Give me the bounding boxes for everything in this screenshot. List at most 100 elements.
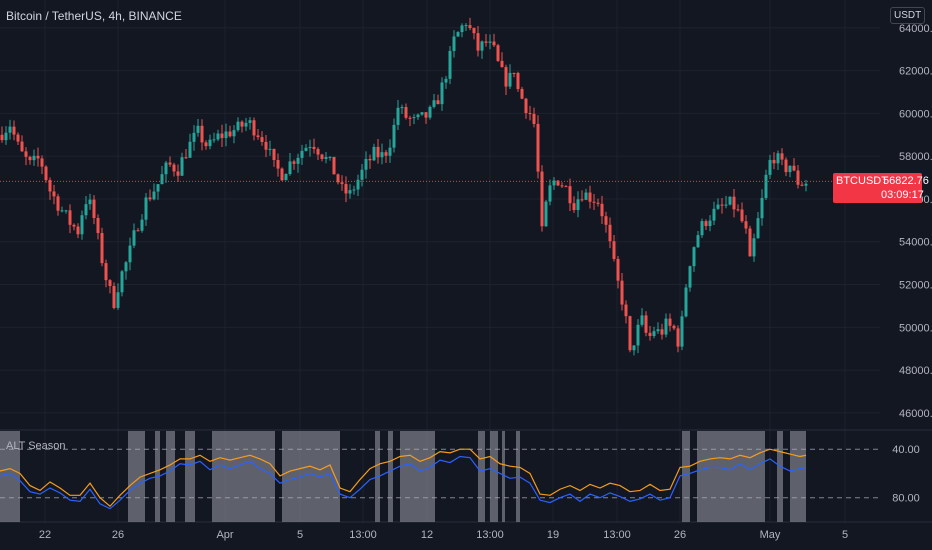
candle-body	[280, 168, 284, 181]
x-tick-label: 13:00	[476, 529, 504, 541]
candle-body	[172, 164, 176, 172]
candle-body	[12, 126, 16, 135]
candle-body	[420, 112, 424, 115]
candle-body	[352, 189, 356, 191]
candle-body	[584, 192, 588, 200]
alt-season-zone	[682, 431, 690, 522]
candle-body	[176, 171, 180, 176]
candle-body	[212, 139, 216, 141]
candle-body	[312, 146, 316, 149]
candle-body	[660, 329, 664, 335]
candle-body	[456, 32, 460, 37]
y-tick-label: 54000.00	[899, 237, 932, 249]
candle-body	[740, 209, 744, 222]
candle-body	[276, 159, 280, 169]
candle-body	[16, 134, 20, 142]
candle-body	[464, 25, 468, 27]
y-tick-label: 48000.00	[899, 365, 932, 377]
candle-body	[628, 316, 632, 351]
candle-body	[428, 106, 432, 118]
candle-body	[4, 132, 8, 141]
candle-body	[576, 199, 580, 211]
candle-body	[632, 345, 636, 351]
candle-body	[728, 196, 732, 205]
candle-body	[516, 72, 520, 89]
candle-body	[432, 100, 436, 107]
candle-body	[588, 192, 592, 202]
candle-body	[472, 28, 476, 34]
candle-body	[348, 190, 352, 194]
y-tick-label: 58000.00	[899, 151, 932, 163]
candle-body	[368, 158, 372, 161]
candle-body	[452, 36, 456, 51]
candle-body	[508, 72, 512, 87]
candle-body	[400, 107, 404, 109]
candle-body	[248, 120, 252, 123]
candle-body	[648, 332, 652, 337]
candle-body	[208, 139, 212, 147]
candle-body	[356, 179, 360, 190]
candle-body	[180, 157, 184, 176]
blue-series-line	[0, 455, 807, 510]
candle-body	[332, 156, 336, 175]
candle-body	[256, 135, 260, 138]
candle-body	[44, 166, 48, 181]
candle-body	[520, 88, 524, 99]
candle-body	[692, 247, 696, 267]
candle-body	[804, 183, 808, 186]
candle-body	[320, 154, 324, 159]
candle-body	[556, 180, 560, 186]
x-tick-label: 5	[297, 529, 303, 541]
candle-body	[512, 72, 516, 74]
alt-season-zone	[490, 431, 498, 522]
candle-body	[752, 238, 756, 257]
candle-body	[524, 98, 528, 114]
y-tick-label: 52000.00	[899, 280, 932, 292]
candle-body	[716, 204, 720, 209]
candle-body	[160, 174, 164, 185]
candle-body	[324, 156, 328, 159]
candle-body	[164, 162, 168, 175]
candle-body	[612, 241, 616, 259]
candle-body	[500, 60, 504, 68]
currency-button[interactable]: USDT	[890, 7, 926, 24]
candle-body	[720, 204, 724, 206]
candle-body	[28, 156, 32, 161]
candle-body	[548, 185, 552, 202]
candle-body	[688, 266, 692, 288]
candle-body	[272, 148, 276, 160]
candle-body	[96, 217, 100, 234]
candle-body	[380, 152, 384, 158]
y-tick-label: 64000.00	[899, 23, 932, 35]
candle-body	[684, 287, 688, 317]
candle-body	[0, 134, 4, 141]
candle-body	[40, 158, 44, 167]
candle-body	[304, 147, 308, 151]
candle-body	[388, 147, 392, 156]
candle-body	[364, 158, 368, 170]
candle-body	[656, 329, 660, 332]
candle-body	[540, 171, 544, 227]
candle-body	[216, 133, 220, 140]
alt-season-zone	[697, 431, 765, 522]
candle-body	[308, 146, 312, 148]
candle-body	[748, 228, 752, 257]
candle-body	[624, 304, 628, 317]
x-tick-label: May	[760, 529, 781, 541]
candle-body	[228, 131, 232, 137]
candle-body	[780, 153, 784, 160]
candle-body	[764, 174, 768, 199]
x-tick-label: 12	[421, 529, 433, 541]
indicator-title[interactable]: ALT Season	[6, 440, 66, 452]
candle-body	[92, 199, 96, 218]
x-tick-label: 5	[842, 529, 848, 541]
candle-body	[108, 280, 112, 287]
candle-body	[236, 121, 240, 131]
candle-body	[196, 125, 200, 133]
candle-body	[240, 121, 244, 127]
candle-body	[76, 226, 80, 235]
x-tick-label: 13:00	[603, 529, 631, 541]
candle-body	[460, 25, 464, 33]
candle-body	[796, 170, 800, 185]
